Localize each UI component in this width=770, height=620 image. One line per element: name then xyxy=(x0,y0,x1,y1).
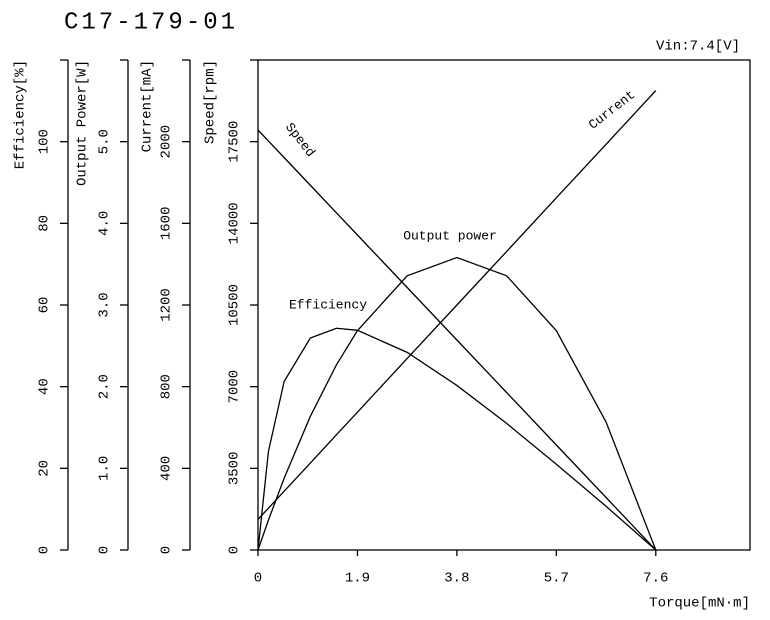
y-tick-label: 1.0 xyxy=(97,456,113,481)
series-label: Speed xyxy=(282,120,318,160)
x-tick-label: 7.6 xyxy=(643,571,668,587)
y-tick-label: 80 xyxy=(37,215,53,232)
annotation: Vin:7.4[V] xyxy=(656,39,740,55)
series-label: Efficiency xyxy=(289,297,367,312)
x-tick-label: 5.7 xyxy=(544,571,569,587)
y-tick-label: 3500 xyxy=(227,452,243,486)
y-tick-label: 0 xyxy=(227,546,243,554)
chart-title: C17-179-01 xyxy=(64,9,238,36)
y-tick-label: 1600 xyxy=(159,207,175,241)
y-tick-label: 0 xyxy=(159,546,175,554)
y-tick-label: 0 xyxy=(97,546,113,554)
y-tick-label: 0 xyxy=(37,546,53,554)
y-tick-label: 1200 xyxy=(159,288,175,322)
y-tick-label: 800 xyxy=(159,374,175,399)
y-axis-label: Speed[rpm] xyxy=(203,60,219,144)
x-axis-label: Torque[mN·m] xyxy=(649,596,750,612)
x-tick-label: 1.9 xyxy=(345,571,370,587)
y-tick-label: 100 xyxy=(37,129,53,154)
y-tick-label: 2000 xyxy=(159,125,175,159)
y-axis-label: Output Power[W] xyxy=(75,60,91,186)
y-tick-label: 2.0 xyxy=(97,374,113,399)
y-tick-label: 14000 xyxy=(227,202,243,244)
series-line xyxy=(257,90,657,520)
y-tick-label: 5.0 xyxy=(97,129,113,154)
x-tick-label: 0 xyxy=(254,571,262,587)
y-tick-label: 4.0 xyxy=(97,211,113,236)
x-tick-label: 3.8 xyxy=(444,571,469,587)
y-tick-label: 40 xyxy=(37,378,53,395)
y-tick-label: 3.0 xyxy=(97,292,113,317)
y-axis-label: Current[mA] xyxy=(140,60,156,152)
y-tick-label: 60 xyxy=(37,297,53,314)
series-line xyxy=(257,327,657,551)
y-tick-label: 10500 xyxy=(227,284,243,326)
series-line xyxy=(257,129,657,551)
series-line xyxy=(257,256,657,551)
y-tick-label: 20 xyxy=(37,460,53,477)
series-label: Current xyxy=(586,87,638,132)
y-tick-label: 400 xyxy=(159,456,175,481)
y-tick-label: 17500 xyxy=(227,121,243,163)
series-label: Output power xyxy=(403,228,497,243)
y-axis-label: Efficiency[%] xyxy=(13,60,29,169)
y-tick-label: 7000 xyxy=(227,370,243,404)
